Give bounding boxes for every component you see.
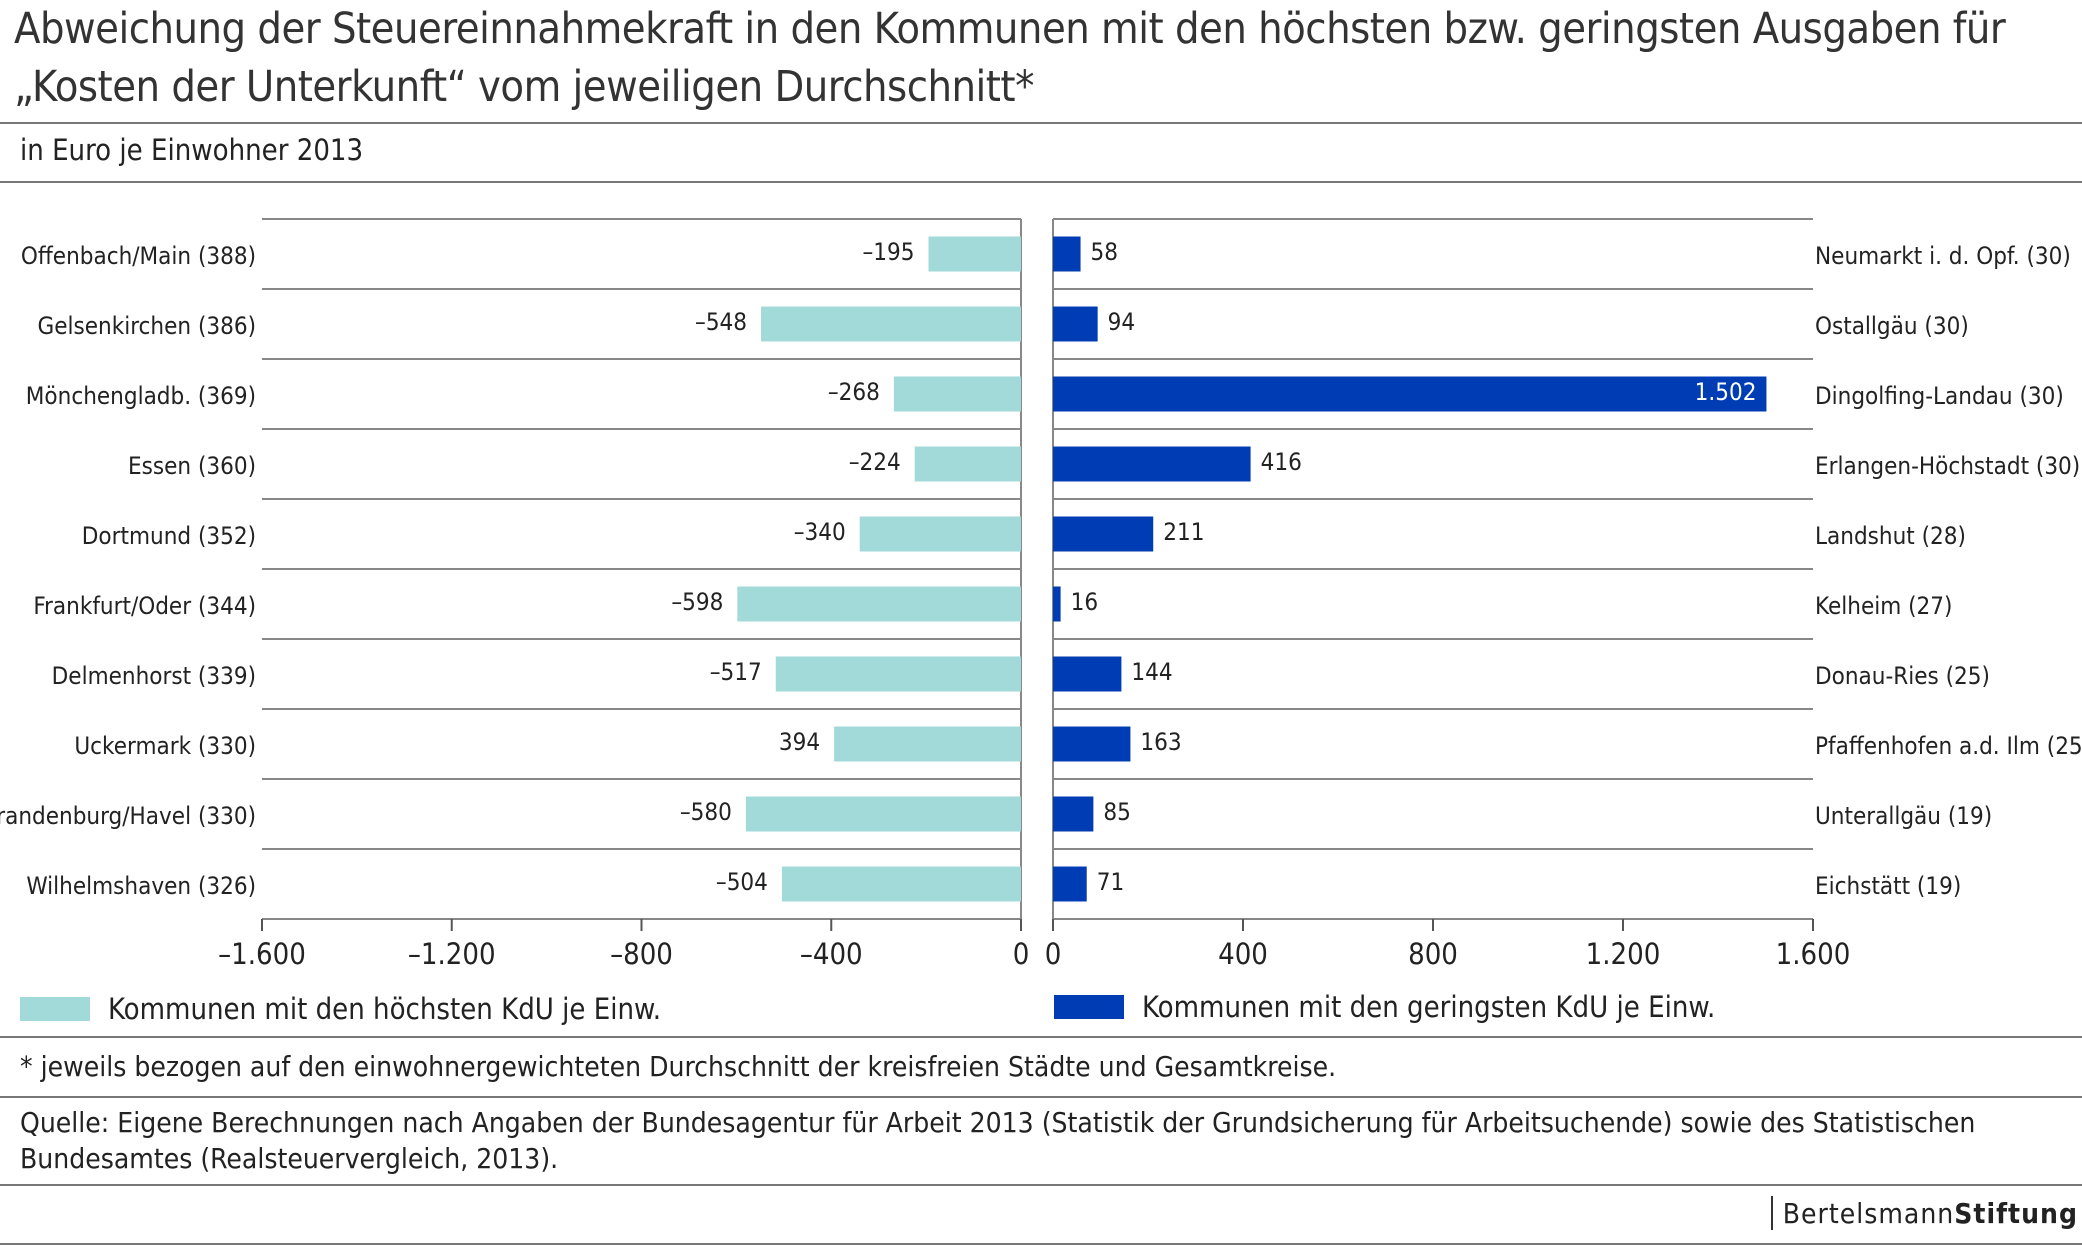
divider (0, 1184, 2082, 1186)
tick-label: 800 (1408, 937, 1458, 970)
category-label: Donau-Ries (25) (1815, 662, 1990, 690)
bar (893, 376, 1021, 412)
bar (761, 306, 1021, 342)
tick-label: –1.600 (218, 937, 306, 970)
chart-subtitle: in Euro je Einwohner 2013 (20, 133, 364, 167)
data-label: –340 (794, 518, 846, 546)
category-label: Landshut (28) (1815, 522, 1966, 550)
category-label: Brandenburg/Havel (330) (0, 802, 256, 830)
footnote: * jeweils bezogen auf den einwohnergewic… (20, 1050, 1337, 1083)
category-label: Uckermark (330) (74, 732, 256, 760)
data-label: –224 (849, 448, 901, 476)
logo-text-1: Bertelsmann (1782, 1196, 1955, 1230)
data-label: 394 (779, 728, 820, 756)
legend-swatch-lowest (1054, 995, 1124, 1019)
data-label: 71 (1097, 868, 1124, 896)
bar (1053, 446, 1251, 482)
tick-label: 1.600 (1776, 937, 1851, 970)
bar-chart: –1.600 –1.200 –800 –400 0 –195 Offenbach/Main … (0, 218, 2082, 970)
bertelsmann-logo: BertelsmannStiftung (1770, 1196, 2078, 1230)
bar (745, 796, 1021, 832)
bar (1053, 516, 1154, 552)
category-label: Wilhelmshaven (326) (26, 872, 256, 900)
category-label: Essen (360) (128, 452, 256, 480)
category-label: Pfaffenhofen a.d. Ilm (25) (1815, 732, 2082, 760)
logo-bar (1770, 1196, 1773, 1230)
bar (1053, 726, 1131, 762)
bar (914, 446, 1021, 482)
category-label: Dortmund (352) (82, 522, 256, 550)
legend-item-highest: Kommunen mit den höchsten KdU je Einw. (20, 992, 661, 1026)
tick-label: –400 (800, 937, 863, 970)
divider (0, 1243, 2082, 1245)
tick-label: –800 (610, 937, 673, 970)
logo-text-2: Stiftung (1954, 1196, 2078, 1230)
bar (1053, 866, 1087, 902)
data-label: 144 (1131, 658, 1172, 686)
divider (0, 122, 2082, 124)
bar (775, 656, 1021, 692)
category-label: Gelsenkirchen (386) (37, 312, 256, 340)
bar (928, 236, 1021, 272)
bar (834, 726, 1021, 762)
data-label: –548 (695, 308, 747, 336)
bar (1053, 236, 1081, 272)
divider (0, 181, 2082, 183)
category-label: Neumarkt i. d. Opf. (30) (1815, 242, 2071, 270)
tick-label: 0 (1045, 937, 1062, 970)
divider (0, 1036, 2082, 1038)
legend-label-lowest: Kommunen mit den geringsten KdU je Einw. (1142, 990, 1716, 1024)
category-label: Dingolfing-Landau (30) (1815, 382, 2064, 410)
chart-title: Abweichung der Steuereinnahmekraft in de… (14, 4, 2006, 112)
legend-label-highest: Kommunen mit den höchsten KdU je Einw. (108, 992, 661, 1026)
data-label: 94 (1108, 308, 1135, 336)
data-label: –580 (680, 798, 732, 826)
bar (737, 586, 1021, 622)
legend-swatch-highest (20, 997, 90, 1021)
bar (859, 516, 1021, 552)
data-label: –504 (716, 868, 768, 896)
category-label: Mönchengladb. (369) (26, 382, 256, 410)
category-label: Kelheim (27) (1815, 592, 1952, 620)
divider (0, 1096, 2082, 1098)
tick-label: –1.200 (408, 937, 496, 970)
bar (1053, 376, 1767, 412)
data-label: 1.502 (1695, 378, 1757, 406)
category-label: Eichstätt (19) (1815, 872, 1961, 900)
category-label: Ostallgäu (30) (1815, 312, 1969, 340)
data-label: –598 (671, 588, 723, 616)
source-note: Quelle: Eigene Berechnungen nach Angaben… (20, 1106, 1976, 1175)
bar (1053, 656, 1122, 692)
data-label: 163 (1140, 728, 1181, 756)
data-label: 58 (1091, 238, 1118, 266)
data-label: 416 (1261, 448, 1302, 476)
category-label: Delmenhorst (339) (52, 662, 256, 690)
data-label: –268 (828, 378, 880, 406)
tick-label: 0 (1013, 937, 1030, 970)
legend-item-lowest: Kommunen mit den geringsten KdU je Einw. (1054, 990, 1715, 1024)
category-label: Erlangen-Höchstadt (30) (1815, 452, 2080, 480)
bar (1053, 306, 1098, 342)
category-label: Frankfurt/Oder (344) (33, 592, 256, 620)
data-label: –195 (862, 238, 914, 266)
data-label: 211 (1163, 518, 1204, 546)
bar (781, 866, 1021, 902)
tick-label: 400 (1218, 937, 1268, 970)
data-label: 85 (1103, 798, 1130, 826)
category-label: Unterallgäu (19) (1815, 802, 1992, 830)
bar (1053, 796, 1094, 832)
bar (1053, 586, 1061, 622)
data-label: –517 (710, 658, 762, 686)
category-label: Offenbach/Main (388) (21, 242, 256, 270)
data-label: 16 (1071, 588, 1098, 616)
tick-label: 1.200 (1586, 937, 1661, 970)
